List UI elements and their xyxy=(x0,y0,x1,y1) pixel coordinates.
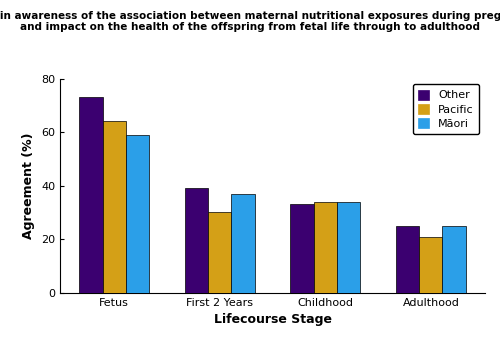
Y-axis label: Agreement (%): Agreement (%) xyxy=(22,132,36,239)
Text: Trend in awareness of the association between maternal nutritional exposures dur: Trend in awareness of the association be… xyxy=(0,11,500,32)
Bar xyxy=(208,212,232,293)
Bar xyxy=(185,188,208,293)
Bar xyxy=(290,204,314,293)
Bar xyxy=(102,121,126,293)
Bar xyxy=(314,202,337,293)
Bar xyxy=(419,237,442,293)
X-axis label: Lifecourse Stage: Lifecourse Stage xyxy=(214,313,332,326)
Bar xyxy=(232,193,254,293)
Bar xyxy=(337,202,360,293)
Bar xyxy=(442,226,466,293)
Legend: Other, Pacific, Māori: Other, Pacific, Māori xyxy=(412,84,480,134)
Bar xyxy=(80,97,102,293)
Bar xyxy=(126,135,149,293)
Bar xyxy=(396,226,419,293)
